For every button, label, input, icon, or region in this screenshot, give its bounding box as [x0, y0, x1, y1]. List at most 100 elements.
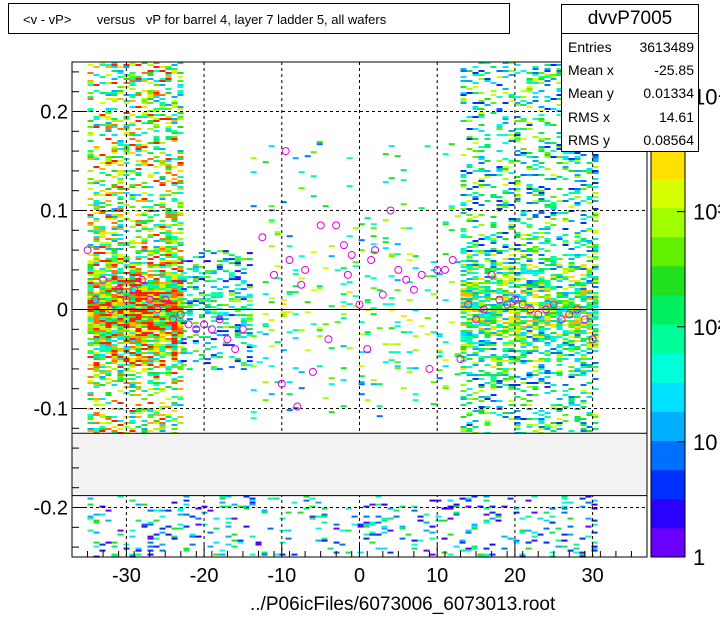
heatmap-cell — [478, 92, 485, 94]
heatmap-cell — [147, 234, 154, 236]
heatmap-cell — [147, 142, 154, 144]
heatmap-cell — [466, 128, 473, 130]
profile-point — [402, 275, 411, 284]
heatmap-cell — [592, 214, 599, 216]
heatmap-cell — [171, 212, 178, 214]
heatmap-cell — [99, 64, 106, 66]
heatmap-cell — [394, 367, 401, 370]
heatmap-cell — [441, 537, 448, 540]
heatmap-cell — [171, 404, 178, 406]
heatmap-cell — [93, 228, 100, 230]
heatmap-cell — [105, 174, 112, 176]
heatmap-cell — [538, 90, 545, 92]
heatmap-cell — [204, 306, 211, 309]
heatmap-cell — [177, 380, 184, 382]
heatmap-cell — [592, 342, 599, 344]
heatmap-cell — [204, 250, 211, 253]
heatmap-cell — [562, 168, 569, 170]
heatmap-cell — [532, 334, 539, 336]
heatmap-cell — [250, 157, 257, 160]
heatmap-cell — [496, 306, 503, 308]
heatmap-cell — [135, 120, 142, 122]
heatmap-cell — [562, 152, 569, 154]
heatmap-cell — [478, 150, 485, 152]
heatmap-cell — [99, 246, 106, 248]
heatmap-cell — [586, 162, 593, 164]
heatmap-cell — [99, 202, 106, 204]
heatmap-cell — [147, 296, 154, 298]
heatmap-cell — [484, 406, 491, 408]
heatmap-cell — [520, 340, 527, 342]
heatmap-cell — [105, 332, 112, 334]
heatmap-cell — [460, 404, 467, 406]
heatmap-cell — [171, 118, 178, 120]
heatmap-cell — [520, 272, 527, 274]
heatmap-cell — [400, 169, 407, 172]
heatmap-cell — [177, 176, 184, 178]
heatmap-cell — [544, 302, 551, 304]
heatmap-cell — [147, 70, 154, 72]
heatmap-cell — [135, 256, 142, 258]
heatmap-cell — [544, 334, 551, 336]
heatmap-cell — [586, 272, 593, 274]
heatmap-cell — [105, 266, 112, 268]
heatmap-cell — [159, 228, 166, 230]
heatmap-cell — [147, 314, 154, 316]
heatmap-cell — [460, 428, 467, 430]
heatmap-cell — [574, 204, 581, 206]
heatmap-cell — [544, 138, 551, 140]
heatmap-cell — [147, 280, 154, 282]
heatmap-cell — [117, 260, 124, 262]
heatmap-cell — [117, 196, 124, 198]
heatmap-cell — [370, 379, 377, 382]
heatmap-cell — [502, 244, 509, 246]
heatmap-cell — [159, 276, 166, 278]
heatmap-cell — [556, 144, 563, 146]
heatmap-cell — [159, 282, 166, 284]
heatmap-cell — [478, 390, 485, 392]
heatmap-cell — [502, 266, 509, 268]
heatmap-cell — [177, 164, 184, 166]
heatmap-cell — [195, 523, 202, 526]
heatmap-cell — [520, 350, 527, 352]
heatmap-cell — [165, 166, 172, 168]
heatmap-cell — [87, 230, 94, 232]
heatmap-cell — [246, 328, 253, 331]
heatmap-cell — [298, 371, 305, 374]
heatmap-cell — [177, 304, 184, 306]
heatmap-cell — [240, 318, 247, 321]
heatmap-cell — [189, 533, 196, 536]
heatmap-cell — [250, 411, 257, 414]
heatmap-cell — [189, 543, 196, 546]
heatmap-cell — [309, 517, 316, 520]
heatmap-cell — [580, 278, 587, 280]
heatmap-cell — [117, 312, 124, 314]
heatmap-cell — [177, 336, 184, 338]
heatmap-cell — [508, 62, 515, 64]
heatmap-cell — [466, 302, 473, 304]
heatmap-cell — [249, 553, 256, 556]
heatmap-cell — [228, 356, 235, 359]
heatmap-cell — [186, 312, 193, 315]
heatmap-cell — [292, 291, 299, 294]
heatmap-cell — [484, 288, 491, 290]
heatmap-cell — [345, 529, 352, 532]
heatmap-cell — [117, 428, 124, 430]
heatmap-cell — [472, 66, 479, 68]
heatmap-cell — [105, 164, 112, 166]
heatmap-cell — [111, 146, 118, 148]
heatmap-cell — [574, 242, 581, 244]
heatmap-cell — [117, 330, 124, 332]
heatmap-cell — [222, 344, 229, 347]
heatmap-cell — [135, 236, 142, 238]
heatmap-cell — [111, 314, 118, 316]
heatmap-cell — [484, 98, 491, 100]
heatmap-cell — [87, 422, 94, 424]
heatmap-cell — [586, 302, 593, 304]
heatmap-cell — [592, 232, 599, 234]
heatmap-cell — [334, 269, 341, 272]
heatmap-cell — [192, 330, 199, 333]
heatmap-cell — [117, 424, 124, 426]
heatmap-cell — [538, 190, 545, 192]
heatmap-cell — [592, 338, 599, 340]
